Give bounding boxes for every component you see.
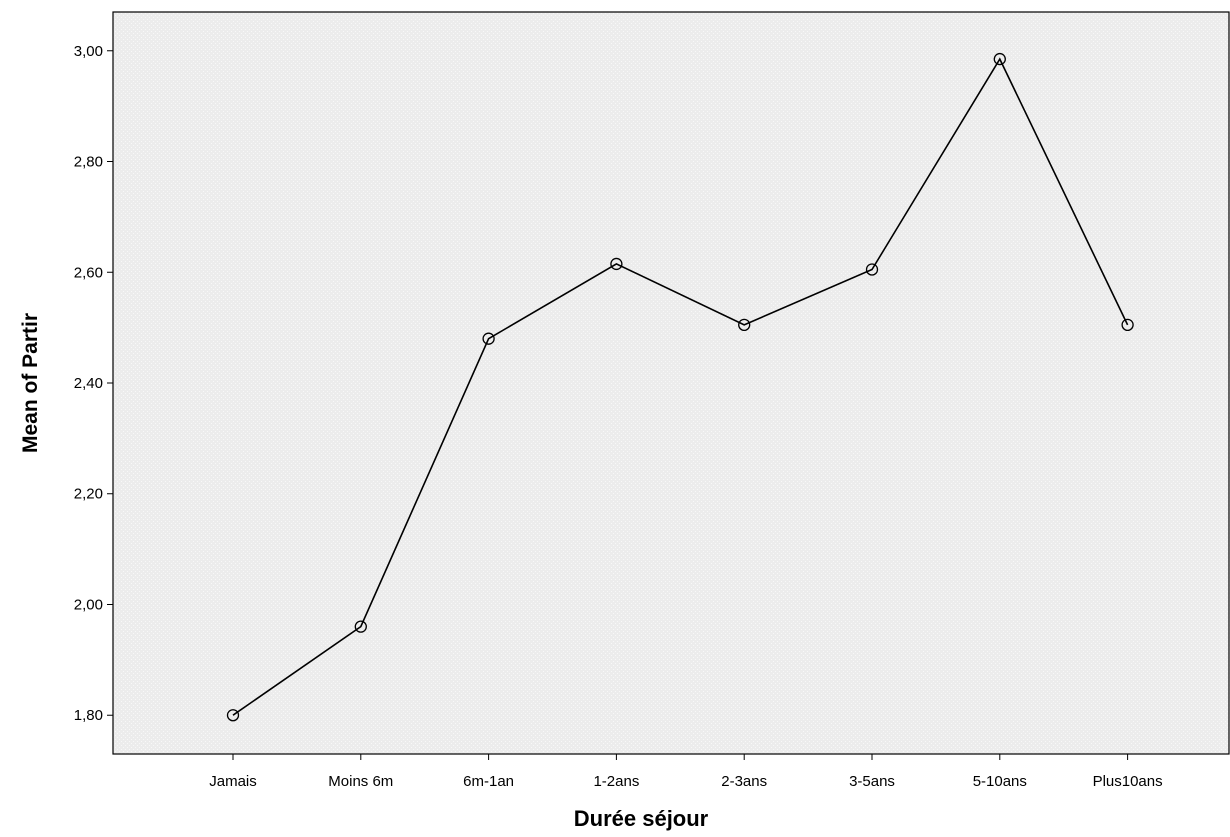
x-axis: Jamais Moins 6m 6m-1an 1-2ans 2-3ans 3-5ans 5-… [209, 754, 1163, 790]
x-tick-label: 3-5ans [849, 773, 895, 790]
series-line [232, 57, 1129, 716]
x-tick-label: Moins 6m [328, 773, 393, 790]
series-layer [226, 52, 1134, 722]
y-tick-label: 2,20 [74, 486, 103, 503]
x-tick-label: Plus10ans [1093, 773, 1163, 790]
y-tick-label: 2,80 [74, 154, 103, 171]
x-tick-label: Jamais [209, 773, 257, 790]
data-point [226, 709, 240, 722]
x-tick-label: 6m-1an [463, 773, 514, 790]
data-point [738, 318, 751, 332]
y-tick-label: 1,80 [74, 707, 103, 724]
data-point [610, 257, 623, 271]
x-tick-label: 2-3ans [721, 773, 767, 790]
x-tick-label: 5-10ans [973, 773, 1027, 790]
y-axis-title: Mean of Partir [19, 313, 42, 453]
data-point [865, 263, 879, 276]
y-axis: 1,80 2,00 2,20 2,40 2,60 2,80 3,00 [74, 43, 113, 724]
data-point [354, 620, 367, 633]
data-point [1121, 318, 1134, 332]
plot-area [112, 11, 1230, 755]
x-axis-title: Durée séjour [574, 806, 709, 831]
y-tick-label: 3,00 [74, 43, 103, 60]
x-tick-label: 1-2ans [593, 773, 639, 790]
data-point [993, 52, 1006, 66]
data-point [482, 332, 495, 345]
y-tick-label: 2,60 [74, 264, 103, 281]
y-tick-label: 2,40 [74, 375, 103, 392]
y-tick-label: 2,00 [74, 596, 103, 613]
